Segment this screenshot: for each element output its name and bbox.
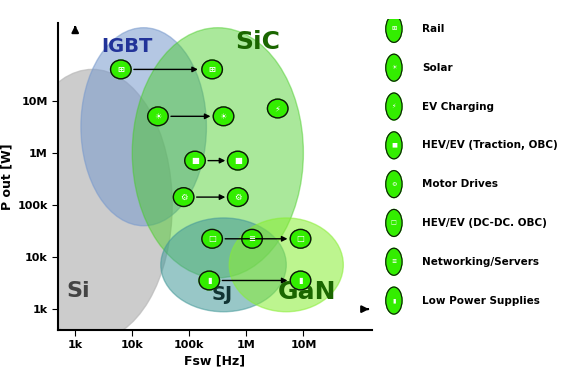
Text: ⊞: ⊞ xyxy=(391,26,397,32)
Text: ⊞: ⊞ xyxy=(117,65,124,74)
Circle shape xyxy=(267,99,288,118)
Circle shape xyxy=(199,271,220,290)
Text: EV Charging: EV Charging xyxy=(422,102,494,111)
Text: HEV/EV (Traction, OBC): HEV/EV (Traction, OBC) xyxy=(422,140,558,150)
Text: ⚡: ⚡ xyxy=(275,104,281,113)
Text: SiC: SiC xyxy=(235,30,280,54)
Circle shape xyxy=(386,54,402,81)
X-axis label: Fsw [Hz]: Fsw [Hz] xyxy=(184,355,246,368)
Text: Networking/Servers: Networking/Servers xyxy=(422,257,539,267)
Circle shape xyxy=(386,15,402,42)
Text: ☀: ☀ xyxy=(220,112,227,121)
Y-axis label: P out [W]: P out [W] xyxy=(0,143,13,210)
Text: GaN: GaN xyxy=(278,280,336,304)
Text: HEV/EV (DC-DC. OBC): HEV/EV (DC-DC. OBC) xyxy=(422,218,547,228)
Text: ≡: ≡ xyxy=(249,234,256,243)
Text: Rail: Rail xyxy=(422,24,445,34)
Circle shape xyxy=(290,271,311,290)
Text: Si: Si xyxy=(67,281,90,302)
Ellipse shape xyxy=(161,218,286,312)
Text: Solar: Solar xyxy=(422,63,453,73)
Circle shape xyxy=(386,248,402,275)
Ellipse shape xyxy=(132,28,303,278)
Circle shape xyxy=(202,60,223,79)
Text: Low Power Supplies: Low Power Supplies xyxy=(422,296,540,306)
Text: ▮: ▮ xyxy=(207,276,211,285)
Text: ≡: ≡ xyxy=(391,259,397,264)
Text: ■: ■ xyxy=(191,156,199,165)
Circle shape xyxy=(213,107,234,126)
Text: □: □ xyxy=(391,220,397,225)
Text: ⚙: ⚙ xyxy=(391,182,397,187)
Ellipse shape xyxy=(12,69,172,341)
Circle shape xyxy=(173,188,194,207)
Circle shape xyxy=(185,151,205,170)
Circle shape xyxy=(148,107,168,126)
Circle shape xyxy=(228,188,248,207)
Circle shape xyxy=(202,230,223,248)
Text: Motor Drives: Motor Drives xyxy=(422,179,498,189)
Text: ⚙: ⚙ xyxy=(180,193,187,202)
Text: ■: ■ xyxy=(234,156,242,165)
Ellipse shape xyxy=(81,28,206,226)
Text: □: □ xyxy=(296,234,304,243)
Text: ▮: ▮ xyxy=(392,298,396,303)
Text: SJ: SJ xyxy=(212,285,233,304)
Text: ☀: ☀ xyxy=(391,65,397,70)
Text: □: □ xyxy=(208,234,216,243)
Text: ■: ■ xyxy=(391,143,397,148)
Circle shape xyxy=(242,230,262,248)
Ellipse shape xyxy=(229,218,343,312)
Text: ⚡: ⚡ xyxy=(392,104,396,109)
Text: ⊞: ⊞ xyxy=(209,65,216,74)
Circle shape xyxy=(110,60,131,79)
Text: IGBT: IGBT xyxy=(101,38,152,56)
Circle shape xyxy=(290,230,311,248)
Text: ⚙: ⚙ xyxy=(234,193,242,202)
Circle shape xyxy=(386,132,402,159)
Circle shape xyxy=(228,151,248,170)
Circle shape xyxy=(386,287,402,314)
Text: ▮: ▮ xyxy=(298,276,303,285)
Circle shape xyxy=(386,210,402,237)
Circle shape xyxy=(386,171,402,198)
Text: ☀: ☀ xyxy=(154,112,162,121)
Circle shape xyxy=(386,93,402,120)
